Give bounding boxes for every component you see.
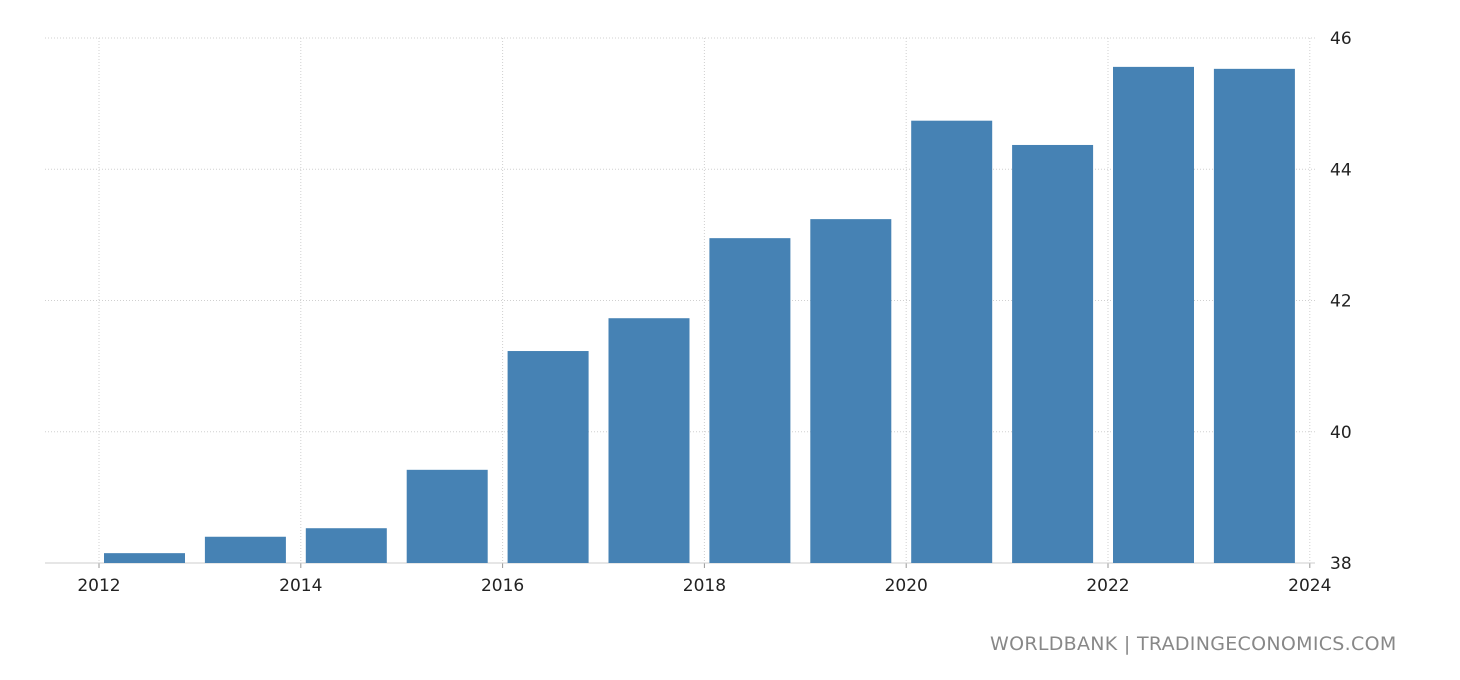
x-tick-label: 2012 [77,576,120,596]
y-tick-label: 46 [1330,29,1352,49]
bar-2016 [507,351,589,563]
x-tick-label: 2024 [1288,576,1331,596]
y-tick-label: 38 [1330,554,1352,574]
y-tick-label: 44 [1330,160,1352,180]
x-tick-label: 2014 [279,576,322,596]
x-tick-label: 2020 [885,576,928,596]
bar-2022 [1113,66,1194,563]
y-tick-label: 40 [1330,423,1352,443]
bar-2015 [406,469,488,563]
bar-2012 [104,553,185,563]
bar-2021 [1012,144,1094,563]
source-credit: WORLDBANK | TRADINGECONOMICS.COM [990,633,1397,655]
x-tick-label: 2018 [683,576,726,596]
bar-2020 [911,120,993,563]
bar-2013 [204,536,286,563]
bar-2019 [810,219,892,563]
bar-2014 [305,528,387,563]
x-tick-label: 2022 [1086,576,1129,596]
bar-2017 [608,318,690,563]
bar-2018 [709,238,791,563]
y-tick-label: 42 [1330,292,1352,312]
bar-2023 [1213,68,1295,563]
x-tick-label: 2016 [481,576,524,596]
